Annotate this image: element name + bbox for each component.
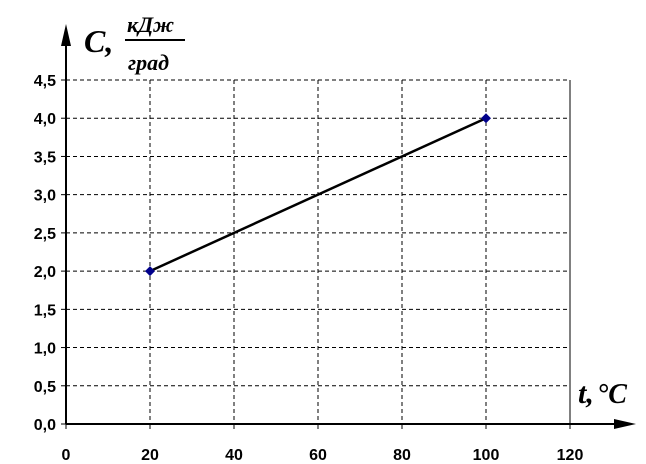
x-tick-label: 120 — [557, 447, 584, 464]
y-tick-label: 1,5 — [34, 302, 56, 319]
axes — [61, 24, 636, 429]
data-point-marker — [145, 266, 155, 277]
y-tick-label: 4,5 — [34, 73, 56, 90]
y-tick-label: 3,0 — [34, 188, 56, 205]
y-axis-arrow — [61, 24, 71, 46]
y-tick-label: 3,5 — [34, 149, 56, 166]
x-tick-label: 100 — [473, 447, 500, 464]
x-tick-label: 60 — [309, 447, 327, 464]
y-tick-label: 1,0 — [34, 341, 56, 358]
y-axis-title-unit-numerator: кДж — [127, 12, 174, 37]
x-tick-label: 0 — [62, 447, 71, 464]
series — [145, 113, 491, 277]
x-axis-arrow — [614, 419, 636, 429]
y-tick-label: 2,5 — [34, 226, 56, 243]
x-axis-title-main: t, — [578, 377, 594, 410]
y-tick-label: 0,5 — [34, 379, 56, 396]
y-tick-label: 0,0 — [34, 417, 56, 434]
y-axis-title-main: C, — [84, 23, 113, 59]
y-axis-title-unit-denominator: град — [128, 50, 169, 75]
y-tick-label: 2,0 — [34, 264, 56, 281]
x-tick-label: 80 — [393, 447, 411, 464]
x-axis-title-unit: °C — [597, 379, 627, 410]
grid — [66, 79, 570, 424]
y-tick-label: 4,0 — [34, 111, 56, 128]
data-point-marker — [481, 113, 491, 124]
x-tick-label: 40 — [225, 447, 243, 464]
y-axis-title: C, кДж град — [84, 12, 185, 75]
x-axis-title: t, °C — [578, 377, 627, 410]
y-tick-labels: 0,0 0,5 1,0 1,5 2,0 2,5 3,0 3,5 4,0 4,5 — [34, 73, 56, 434]
x-tick-label: 20 — [141, 447, 159, 464]
series-line — [149, 117, 487, 273]
x-tick-labels: 0 20 40 60 80 100 120 — [62, 447, 584, 464]
